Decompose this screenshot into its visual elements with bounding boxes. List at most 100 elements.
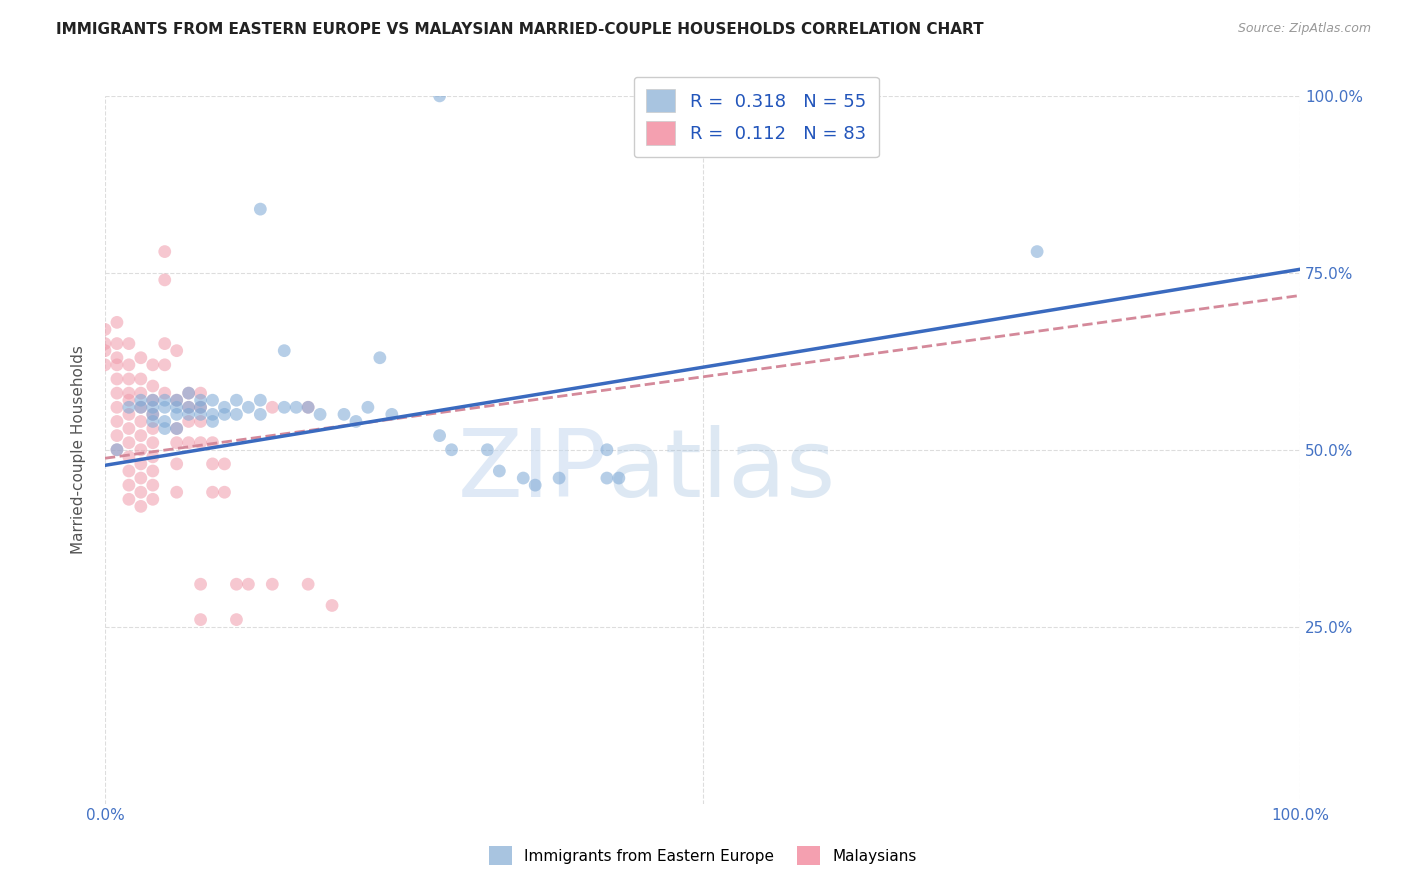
Point: [429, 428, 451, 442]
Point: [142, 421, 165, 435]
Point: [118, 450, 141, 464]
Point: [190, 386, 212, 401]
Point: [429, 88, 451, 103]
Point: [596, 471, 619, 485]
Point: [129, 442, 152, 457]
Point: [273, 401, 295, 415]
Point: [94, 343, 117, 358]
Point: [357, 401, 380, 415]
Point: [166, 343, 188, 358]
Point: [225, 393, 247, 408]
Point: [105, 351, 128, 365]
Point: [190, 401, 212, 415]
Point: [238, 577, 260, 591]
Point: [190, 435, 212, 450]
Point: [142, 393, 165, 408]
Point: [129, 500, 152, 514]
Point: [105, 414, 128, 428]
Point: [440, 442, 463, 457]
Point: [118, 401, 141, 415]
Point: [105, 442, 128, 457]
Point: [153, 273, 176, 287]
Point: [118, 386, 141, 401]
Point: [297, 401, 319, 415]
Point: [512, 471, 534, 485]
Point: [321, 599, 343, 613]
Point: [129, 401, 152, 415]
Point: [153, 336, 176, 351]
Point: [118, 492, 141, 507]
Point: [142, 358, 165, 372]
Point: [129, 471, 152, 485]
Point: [214, 401, 236, 415]
Point: [190, 408, 212, 422]
Point: [142, 393, 165, 408]
Point: [225, 577, 247, 591]
Point: [548, 471, 571, 485]
Point: [142, 408, 165, 422]
Point: [129, 401, 152, 415]
Point: [129, 393, 152, 408]
Point: [105, 428, 128, 442]
Point: [118, 358, 141, 372]
Point: [190, 577, 212, 591]
Point: [214, 408, 236, 422]
Point: [153, 401, 176, 415]
Point: [118, 372, 141, 386]
Point: [249, 393, 271, 408]
Point: [177, 401, 200, 415]
Point: [142, 435, 165, 450]
Point: [177, 435, 200, 450]
Point: [225, 613, 247, 627]
Point: [153, 244, 176, 259]
Point: [142, 401, 165, 415]
Point: [166, 485, 188, 500]
Point: [273, 343, 295, 358]
Point: [214, 457, 236, 471]
Point: [166, 408, 188, 422]
Point: [249, 202, 271, 216]
Point: [177, 408, 200, 422]
Point: [201, 408, 224, 422]
Point: [118, 464, 141, 478]
Point: [285, 401, 308, 415]
Point: [142, 379, 165, 393]
Point: [177, 386, 200, 401]
Point: [190, 613, 212, 627]
Point: [166, 421, 188, 435]
Point: [105, 401, 128, 415]
Point: [105, 336, 128, 351]
Point: [190, 401, 212, 415]
Point: [153, 414, 176, 428]
Point: [1026, 244, 1049, 259]
Point: [142, 450, 165, 464]
Point: [142, 414, 165, 428]
Point: [166, 401, 188, 415]
Point: [129, 414, 152, 428]
Point: [201, 485, 224, 500]
Point: [105, 442, 128, 457]
Point: [381, 408, 404, 422]
Text: Source: ZipAtlas.com: Source: ZipAtlas.com: [1237, 22, 1371, 36]
Point: [153, 393, 176, 408]
Point: [142, 492, 165, 507]
Text: ZIP: ZIP: [457, 425, 607, 517]
Point: [142, 408, 165, 422]
Point: [214, 485, 236, 500]
Point: [129, 351, 152, 365]
Point: [596, 442, 619, 457]
Point: [153, 358, 176, 372]
Point: [190, 414, 212, 428]
Point: [153, 386, 176, 401]
Point: [166, 393, 188, 408]
Point: [94, 358, 117, 372]
Point: [262, 401, 284, 415]
Point: [94, 336, 117, 351]
Point: [201, 414, 224, 428]
Y-axis label: Married-couple Households: Married-couple Households: [72, 345, 86, 554]
Point: [607, 471, 630, 485]
Point: [118, 478, 141, 492]
Point: [262, 577, 284, 591]
Text: IMMIGRANTS FROM EASTERN EUROPE VS MALAYSIAN MARRIED-COUPLE HOUSEHOLDS CORRELATIO: IMMIGRANTS FROM EASTERN EUROPE VS MALAYS…: [56, 22, 984, 37]
Point: [249, 408, 271, 422]
